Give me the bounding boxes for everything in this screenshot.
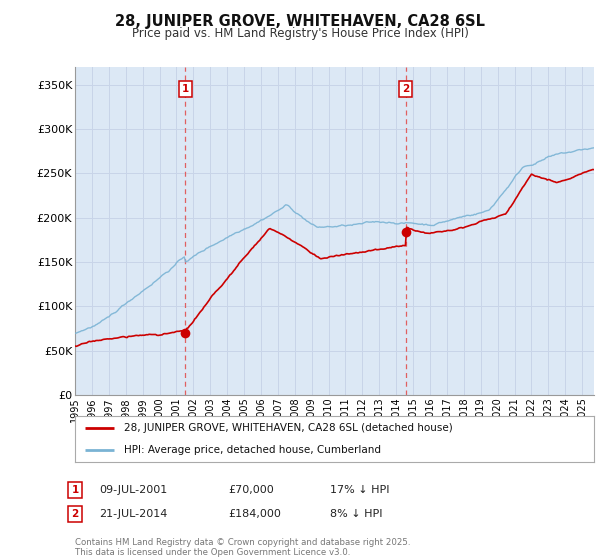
Text: 28, JUNIPER GROVE, WHITEHAVEN, CA28 6SL: 28, JUNIPER GROVE, WHITEHAVEN, CA28 6SL bbox=[115, 14, 485, 29]
Text: HPI: Average price, detached house, Cumberland: HPI: Average price, detached house, Cumb… bbox=[124, 445, 382, 455]
Text: 2: 2 bbox=[71, 509, 79, 519]
Text: £70,000: £70,000 bbox=[228, 485, 274, 495]
Text: 1: 1 bbox=[182, 85, 189, 94]
Text: 17% ↓ HPI: 17% ↓ HPI bbox=[330, 485, 389, 495]
Text: Contains HM Land Registry data © Crown copyright and database right 2025.
This d: Contains HM Land Registry data © Crown c… bbox=[75, 538, 410, 557]
Text: 1: 1 bbox=[71, 485, 79, 495]
Text: £184,000: £184,000 bbox=[228, 509, 281, 519]
Text: 21-JUL-2014: 21-JUL-2014 bbox=[99, 509, 167, 519]
Text: 8% ↓ HPI: 8% ↓ HPI bbox=[330, 509, 383, 519]
Text: 2: 2 bbox=[402, 85, 409, 94]
Text: 09-JUL-2001: 09-JUL-2001 bbox=[99, 485, 167, 495]
Text: Price paid vs. HM Land Registry's House Price Index (HPI): Price paid vs. HM Land Registry's House … bbox=[131, 27, 469, 40]
Text: 28, JUNIPER GROVE, WHITEHAVEN, CA28 6SL (detached house): 28, JUNIPER GROVE, WHITEHAVEN, CA28 6SL … bbox=[124, 423, 453, 433]
